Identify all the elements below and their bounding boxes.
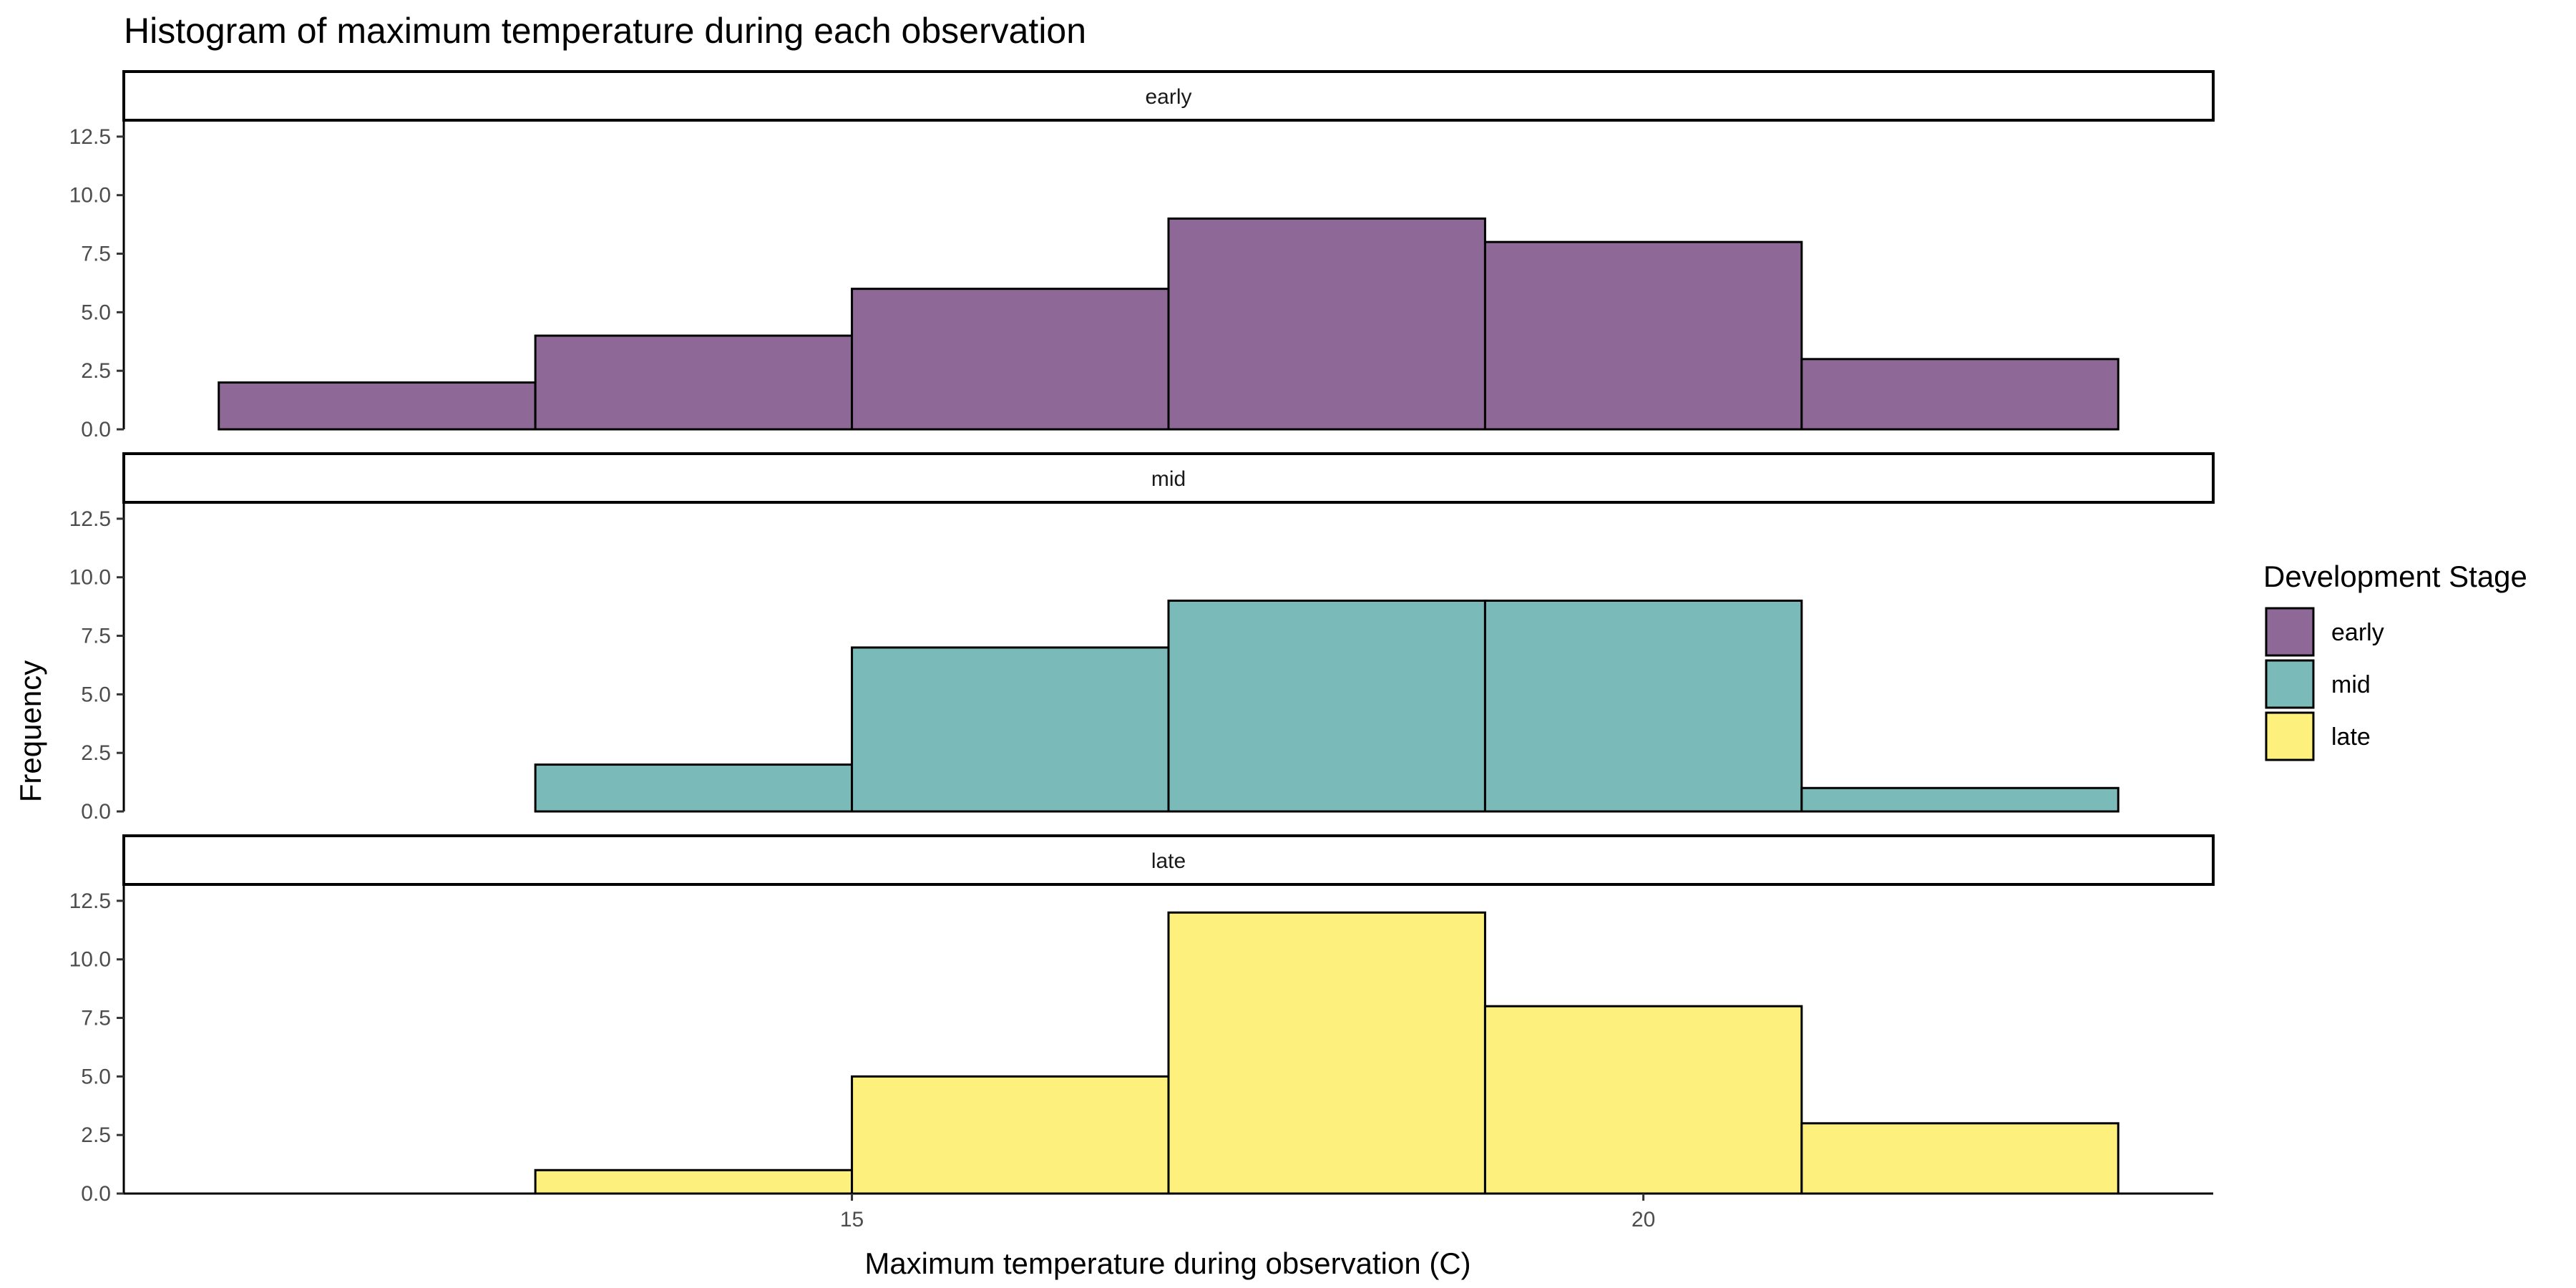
histogram-bar [1800, 786, 2119, 813]
histogram-bar [1167, 911, 1486, 1195]
histogram-bar [534, 334, 854, 431]
legend-swatch [2265, 607, 2315, 657]
y-tick-label: 12.5 [69, 889, 111, 913]
histogram-bar [534, 1169, 854, 1195]
histogram-bar [1800, 358, 2119, 431]
histogram-bar [218, 381, 537, 431]
legend-item-mid: mid [2265, 659, 2371, 709]
histogram-bar [534, 763, 854, 813]
legend-swatch [2265, 711, 2315, 761]
histogram-bar [851, 288, 1170, 431]
legend-title: Development Stage [2263, 560, 2527, 593]
y-tick-label: 0.0 [81, 418, 111, 441]
y-tick-label: 5.0 [81, 683, 111, 706]
y-tick-label: 0.0 [81, 1182, 111, 1206]
facet-strip-label: early [1145, 85, 1191, 109]
y-tick-label: 7.5 [81, 625, 111, 648]
facet-strip [122, 70, 2215, 122]
y-tick-label: 10.0 [69, 184, 111, 208]
legend-item-early: early [2265, 607, 2384, 657]
legend-label: late [2331, 723, 2371, 751]
y-tick-label: 2.5 [81, 359, 111, 383]
y-tick-label: 12.5 [69, 125, 111, 149]
histogram-bar [851, 646, 1170, 813]
y-tick-label: 2.5 [81, 741, 111, 765]
facet-panels: early 0.0 2.5 5.0 7.5 10.0 12.5 mid 0.0 2.5 5.0 7.5… [69, 70, 2215, 1206]
facet-strip [122, 834, 2215, 886]
y-tick-label: 5.0 [81, 301, 111, 324]
histogram-bar [1167, 599, 1486, 813]
legend-items: early mid late [2265, 607, 2384, 761]
y-tick-label: 0.0 [81, 800, 111, 824]
y-tick-label: 12.5 [69, 507, 111, 531]
legend-label: mid [2331, 671, 2371, 698]
histogram-bar [1483, 240, 1803, 431]
y-tick-label: 10.0 [69, 566, 111, 590]
histogram-bar [851, 1075, 1170, 1195]
y-tick-label: 7.5 [81, 1007, 111, 1030]
x-axis: 15 20 [124, 1192, 2213, 1231]
legend-label: early [2331, 619, 2384, 646]
y-tick-label: 10.0 [69, 948, 111, 972]
y-axis-title: Frequency [14, 660, 47, 802]
x-tick-label: 15 [840, 1208, 864, 1231]
histogram-bar [1800, 1122, 2119, 1195]
facet-panel-early: early 0.0 2.5 5.0 7.5 10.0 12.5 [69, 70, 2215, 441]
legend: Development Stage early mid late [2263, 560, 2527, 761]
histogram-bar [1167, 217, 1486, 431]
facet-strip-label: late [1151, 849, 1186, 873]
x-axis-title: Maximum temperature during observation (… [864, 1246, 1470, 1280]
histogram-bar [1483, 1005, 1803, 1195]
facet-panel-late: late 0.0 2.5 5.0 7.5 10.0 12.5 [69, 834, 2215, 1206]
y-tick-label: 2.5 [81, 1123, 111, 1147]
y-tick-label: 7.5 [81, 243, 111, 266]
facet-strip [122, 452, 2215, 504]
histogram-bar [1483, 599, 1803, 813]
legend-item-late: late [2265, 711, 2371, 761]
legend-swatch [2265, 659, 2315, 709]
facet-strip-label: mid [1151, 467, 1186, 491]
x-tick-label: 20 [1631, 1208, 1655, 1231]
chart-title: Histogram of maximum temperature during … [124, 11, 1086, 51]
facet-panel-mid: mid 0.0 2.5 5.0 7.5 10.0 12.5 [69, 452, 2215, 824]
y-tick-label: 5.0 [81, 1065, 111, 1088]
